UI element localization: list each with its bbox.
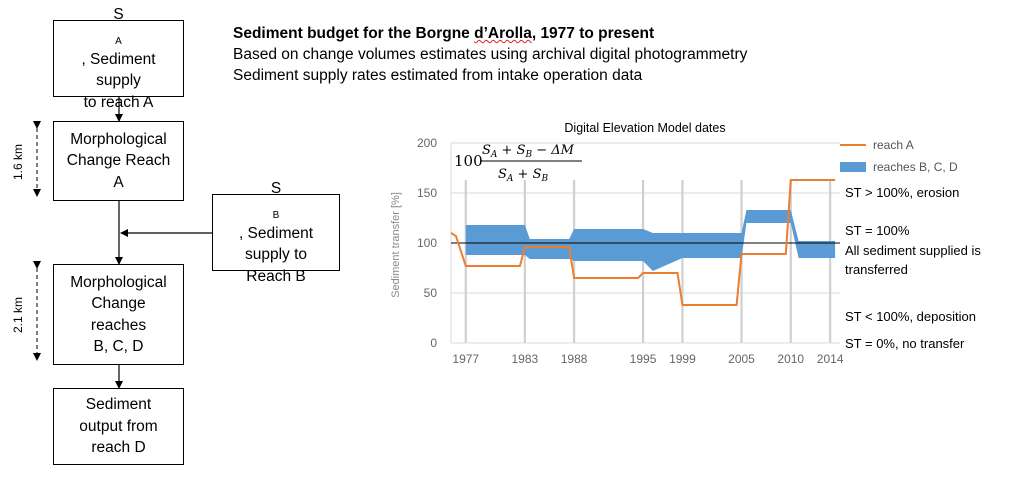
- annotation-st-100: ST = 100%: [845, 223, 910, 238]
- annotation-all-supplied: All sediment supplied is: [845, 243, 981, 258]
- annotation-erosion: ST > 100%, erosion: [845, 185, 960, 200]
- svg-text:100: 100: [454, 152, 483, 170]
- box-sediment-output-d: Sediment output from reach D: [53, 388, 184, 465]
- chart-x-axis: 1977 1983 1988 1995 1999 2005 2010 2014: [452, 352, 843, 366]
- y-tick-0: 0: [430, 336, 437, 350]
- chart-legend: reach A reaches B, C, D: [840, 138, 958, 174]
- chart-formula: 100 SA + SB − ΔM SA + SB: [454, 143, 582, 184]
- chart-y-axis-label: Sediment transfer [%]: [390, 192, 402, 298]
- heading-line2: Based on change volumes estimates using …: [233, 46, 748, 64]
- box-morph-change-reach-a: Morphological Change Reach A: [53, 121, 184, 201]
- x-tick-2014: 2014: [817, 352, 844, 366]
- distance-label-reaches-bcd: 2.1 km: [11, 297, 25, 334]
- x-tick-1977: 1977: [452, 352, 479, 366]
- x-tick-2010: 2010: [777, 352, 804, 366]
- reaches-bcd-band: [465, 210, 836, 271]
- heading-title: Sediment budget for the Borgne d’Arolla,…: [233, 25, 655, 42]
- legend-swatch-reaches-bcd: [840, 162, 866, 172]
- chart-title: Digital Elevation Model dates: [564, 121, 725, 135]
- box-morph-change-reaches-bcd: Morphological Change reaches B, C, D: [53, 264, 184, 365]
- svg-text:SA + SB: SA + SB: [498, 167, 548, 184]
- x-tick-1988: 1988: [561, 352, 588, 366]
- series-reaches-bcd: [465, 210, 836, 271]
- legend-label-reaches-bcd: reaches B, C, D: [873, 160, 958, 174]
- x-tick-1983: 1983: [512, 352, 539, 366]
- annotation-no-transfer: ST = 0%, no transfer: [845, 336, 965, 351]
- heading-title-place: d’Arolla: [474, 25, 532, 42]
- chart-y-axis: 0 50 100 150 200: [417, 136, 437, 350]
- y-tick-50: 50: [424, 286, 438, 300]
- heading: Sediment budget for the Borgne d’Arolla,…: [233, 23, 747, 87]
- annotation-deposition: ST < 100%, deposition: [845, 309, 976, 324]
- annotation-transferred: transferred: [845, 262, 908, 277]
- x-tick-1999: 1999: [669, 352, 696, 366]
- x-tick-2005: 2005: [728, 352, 755, 366]
- legend-label-reach-a: reach A: [873, 138, 914, 152]
- series-reach-a-line: [450, 179, 836, 306]
- heading-line3: Sediment supply rates estimated from int…: [233, 67, 643, 85]
- y-tick-100: 100: [417, 236, 437, 250]
- sediment-transfer-chart: Digital Elevation Model dates 0 50 100 150 2…: [390, 121, 958, 366]
- x-tick-1995: 1995: [630, 352, 657, 366]
- y-tick-150: 150: [417, 186, 437, 200]
- y-tick-200: 200: [417, 136, 437, 150]
- svg-text:SA + SB − ΔM: SA + SB − ΔM: [482, 143, 575, 160]
- distance-label-reach-a: 1.6 km: [11, 144, 25, 181]
